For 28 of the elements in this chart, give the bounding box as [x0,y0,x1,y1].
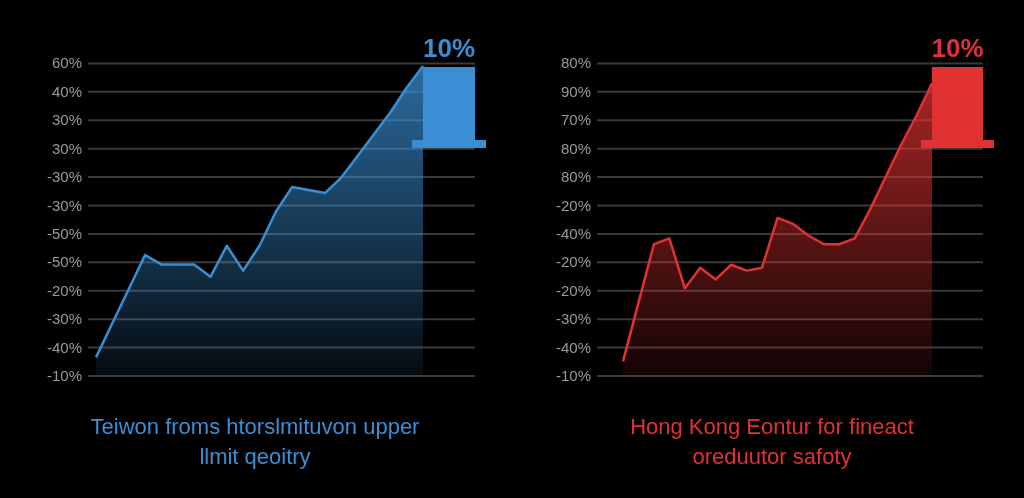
text: 10% [930,33,985,64]
text: -20% [554,253,591,272]
text: -40% [554,338,591,357]
text: -20% [554,196,591,215]
text: 30% [50,111,82,130]
text: -40% [45,338,82,357]
text: 30% [50,139,82,158]
text: -20% [554,281,591,300]
text: -50% [45,224,82,243]
text: -30% [45,168,82,187]
text: -10% [45,367,82,385]
x-axis-title: Teiwon froms htorslmituvon upper llmit qeoitry [89,413,421,471]
text: -30% [45,196,82,215]
text: -30% [45,310,82,329]
text: 40% [50,82,82,101]
text: 80% [559,168,591,187]
text: 80% [559,139,591,158]
text: 70% [559,111,591,130]
text: 90% [559,82,591,101]
text: -30% [554,310,591,329]
text: -50% [45,253,82,272]
text: -20% [45,281,82,300]
text: -40% [554,224,591,243]
text: 80% [559,54,591,73]
text: -10% [554,367,591,385]
text: 10% [421,33,476,64]
text: 60% [50,54,82,73]
x-axis-title: Hong Kong Eontur for fineact oreduutor safoty [629,413,915,471]
